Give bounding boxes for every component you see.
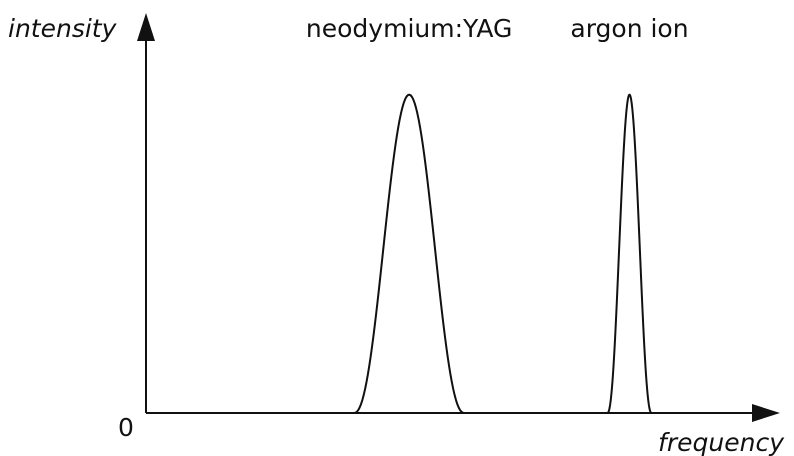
x-axis-arrow-icon: [752, 404, 780, 422]
series-neodymium-yag: neodymium:YAG: [306, 14, 512, 414]
peak-curve-neodymium-yag: [353, 93, 465, 414]
y-axis-arrow-icon: [137, 13, 155, 41]
origin-tick-label: 0: [118, 413, 134, 442]
axes: [137, 13, 780, 422]
series-layer: neodymium:YAG argon ion: [306, 14, 689, 414]
series-argon-ion: argon ion: [570, 14, 689, 414]
series-label-neodymium-yag: neodymium:YAG: [306, 14, 512, 43]
peak-curve-argon-ion: [607, 93, 652, 414]
y-axis-label: intensity: [8, 14, 118, 43]
x-axis-label: frequency: [658, 428, 785, 456]
series-label-argon-ion: argon ion: [570, 14, 688, 43]
